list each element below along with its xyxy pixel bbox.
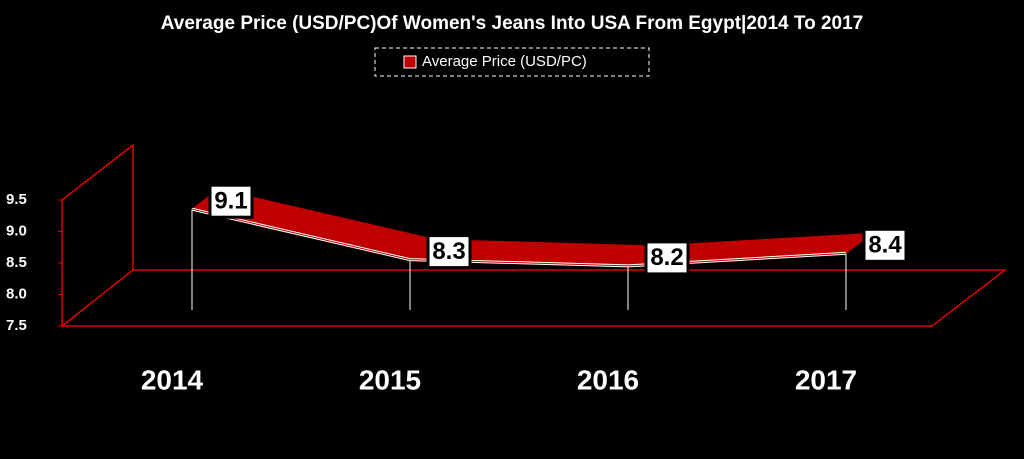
- data-label: 8.3: [432, 238, 465, 265]
- data-label: 9.1: [214, 188, 247, 215]
- y-tick-label: 7.5: [6, 317, 27, 334]
- y-tick-label: 9.5: [6, 191, 27, 208]
- x-tick-label: 2015: [359, 364, 421, 395]
- data-label-box: [426, 234, 472, 270]
- y-tick-label: 8.5: [6, 254, 27, 271]
- y-tick-label: 9.0: [6, 222, 27, 239]
- data-label-box: [644, 240, 690, 276]
- line-edge-inner: [191, 208, 847, 267]
- chart-title: Average Price (USD/PC)Of Women's Jeans I…: [161, 13, 863, 34]
- x-tick-label: 2017: [795, 364, 857, 395]
- y-tick-label: 8.0: [6, 285, 27, 302]
- data-label: 8.4: [868, 232, 902, 259]
- data-label: 8.2: [650, 244, 683, 271]
- legend-box: [374, 47, 650, 77]
- legend-label: Average Price (USD/PC): [422, 53, 587, 70]
- x-tick-label: 2016: [577, 364, 639, 395]
- axes-frame: [61, 143, 1008, 327]
- data-label-box: [208, 183, 254, 219]
- floor: [62, 269, 1008, 327]
- legend-swatch: [403, 55, 417, 69]
- legend: Average Price (USD/PC): [374, 47, 650, 77]
- back-wall: [61, 143, 134, 327]
- x-tick-label: 2014: [141, 364, 204, 395]
- data-label-box: [862, 227, 908, 263]
